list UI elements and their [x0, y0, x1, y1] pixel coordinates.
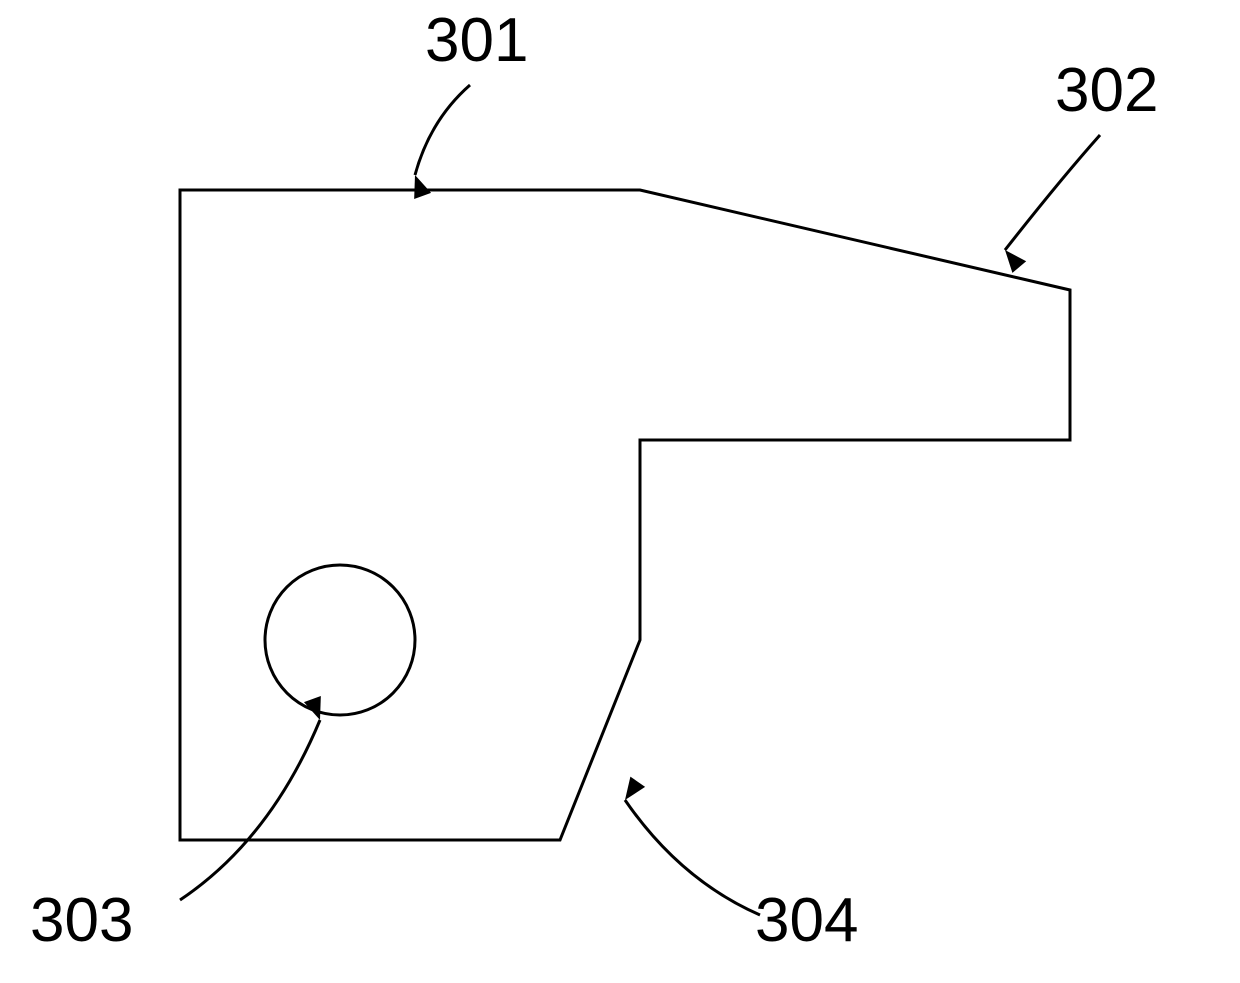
callout-curve-301 — [415, 85, 470, 175]
callout-label-301: 301 — [425, 5, 528, 76]
part-outline — [180, 190, 1070, 840]
callout-label-303: 303 — [30, 885, 133, 956]
callout-curve-304 — [625, 800, 760, 915]
callout-arrow-304 — [625, 777, 645, 800]
callout-curve-302 — [1005, 135, 1100, 250]
callout-label-302: 302 — [1055, 55, 1158, 126]
callout-arrow-301 — [414, 175, 431, 199]
diagram-canvas — [0, 0, 1240, 983]
hole-303 — [265, 565, 415, 715]
callout-label-304: 304 — [755, 885, 858, 956]
callout-arrow-302 — [1005, 250, 1026, 273]
callout-curve-303 — [180, 720, 320, 900]
